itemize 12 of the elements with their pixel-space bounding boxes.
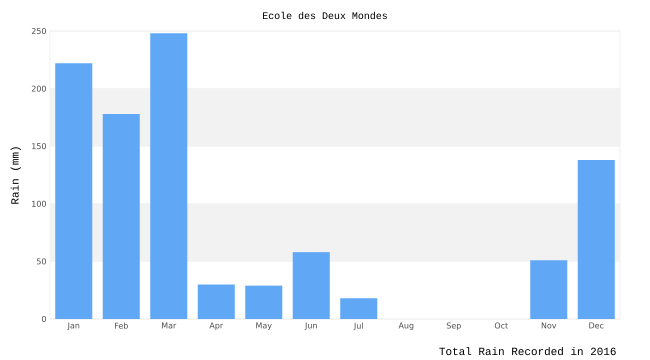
bar	[530, 260, 568, 319]
bar	[578, 160, 615, 319]
bar	[245, 286, 282, 319]
bar	[340, 298, 378, 319]
bar	[102, 114, 140, 319]
bar	[150, 33, 188, 319]
bar	[55, 63, 92, 319]
x-axis-title: Total Rain Recorded in 2016	[439, 347, 616, 356]
bar	[198, 284, 235, 319]
chart-title: Ecole des Deux Mondes	[263, 12, 387, 20]
y-axis-title: Rain (mm)	[10, 147, 21, 204]
bar	[292, 252, 330, 319]
